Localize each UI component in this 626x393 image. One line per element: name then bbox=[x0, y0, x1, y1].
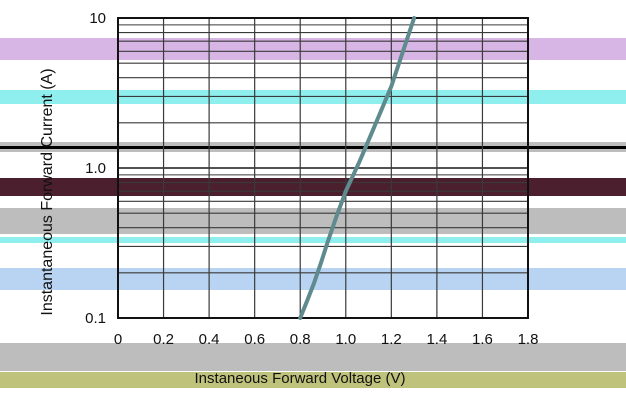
x-tick-label: 1.0 bbox=[335, 331, 356, 348]
x-tick-label: 0.4 bbox=[199, 331, 220, 348]
x-axis-label: Instaneous Forward Voltage (V) bbox=[195, 370, 406, 387]
y-tick-label: 10 bbox=[89, 10, 106, 27]
glitch-band bbox=[0, 237, 626, 243]
x-tick-label: 1.2 bbox=[381, 331, 402, 348]
x-tick-label: 0.6 bbox=[244, 331, 265, 348]
x-tick-label: 0 bbox=[114, 331, 122, 348]
x-tick-label: 0.8 bbox=[290, 331, 311, 348]
glitch-band bbox=[0, 178, 626, 196]
y-tick-label: 0.1 bbox=[85, 310, 106, 327]
x-tick-label: 1.8 bbox=[518, 331, 539, 348]
glitch-band bbox=[0, 208, 626, 234]
x-tick-label: 1.4 bbox=[426, 331, 447, 348]
x-tick-label: 0.2 bbox=[153, 331, 174, 348]
glitch-line bbox=[0, 146, 626, 149]
y-tick-label: 1.0 bbox=[85, 160, 106, 177]
glitch-band bbox=[0, 90, 626, 104]
y-axis-label: Instantaneous Forward Current (A) bbox=[39, 68, 56, 315]
grid bbox=[118, 18, 528, 318]
x-tick-label: 1.6 bbox=[472, 331, 493, 348]
